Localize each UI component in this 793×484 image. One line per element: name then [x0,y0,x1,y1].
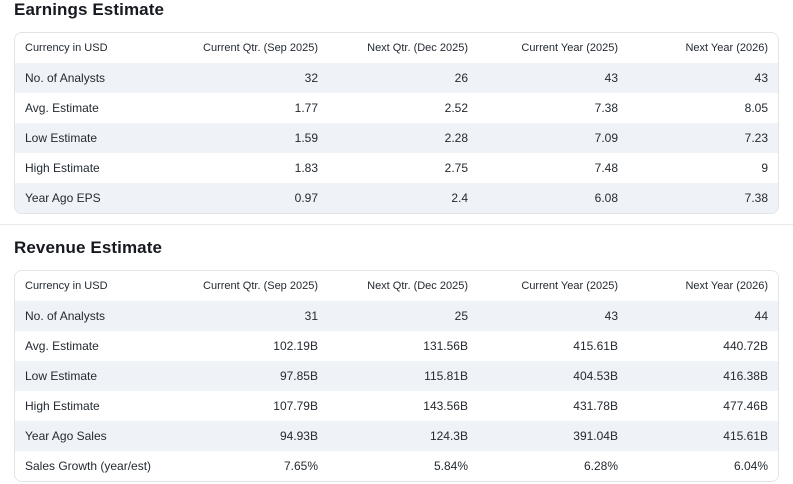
table-row: Low Estimate 1.59 2.28 7.09 7.23 [15,123,778,153]
revenue-estimate-title: Revenue Estimate [14,238,163,257]
cell-value: 43 [604,71,618,85]
cell-value: 1.59 [294,131,318,145]
table-row: Low Estimate 97.85B 115.81B 404.53B 416.… [15,361,778,391]
cell-value: 431.78B [573,399,618,413]
cell-value: 2.52 [444,101,468,115]
row-label: Low Estimate [25,131,98,145]
cell-value: 102.19B [273,339,318,353]
table-header-row: Currency in USD Current Qtr. (Sep 2025) … [15,271,778,301]
column-header-next-qtr: Next Qtr. (Dec 2025) [328,271,478,301]
table-row: Sales Growth (year/est) 7.65% 5.84% 6.28… [15,451,778,481]
cell-value: 440.72B [723,339,768,353]
cell-value: 6.04% [733,459,768,473]
cell-value: 143.56B [423,399,468,413]
row-label: No. of Analysts [25,71,106,85]
column-header-next-qtr: Next Qtr. (Dec 2025) [328,33,478,63]
table-row: High Estimate 1.83 2.75 7.48 9 [15,153,778,183]
cell-value: 416.38B [723,369,768,383]
column-header-next-year: Next Year (2026) [628,271,778,301]
cell-value: 32 [304,71,318,85]
table-row: Avg. Estimate 102.19B 131.56B 415.61B 44… [15,331,778,361]
table-header-row: Currency in USD Current Qtr. (Sep 2025) … [15,33,778,63]
table-row: Year Ago EPS 0.97 2.4 6.08 7.38 [15,183,778,213]
cell-value: 6.28% [583,459,618,473]
earnings-estimate-section: Earnings Estimate Currency in USD Curren… [14,1,779,214]
row-label: Avg. Estimate [25,339,99,353]
cell-value: 44 [754,309,768,323]
cell-value: 8.05 [744,101,768,115]
cell-value: 7.23 [744,131,768,145]
row-label: Avg. Estimate [25,101,99,115]
column-header-current-qtr: Current Qtr. (Sep 2025) [178,33,328,63]
table-row: Year Ago Sales 94.93B 124.3B 391.04B 415… [15,421,778,451]
cell-value: 7.38 [594,101,618,115]
column-header-next-year: Next Year (2026) [628,33,778,63]
cell-value: 7.38 [744,191,768,205]
cell-value: 115.81B [424,369,468,383]
cell-value: 7.48 [594,161,618,175]
column-header-currency: Currency in USD [15,271,178,301]
table-row: No. of Analysts 31 25 43 44 [15,301,778,331]
column-header-current-year: Current Year (2025) [478,33,628,63]
cell-value: 2.75 [444,161,468,175]
cell-value: 7.09 [594,131,618,145]
cell-value: 404.53B [573,369,618,383]
earnings-estimate-title: Earnings Estimate [14,0,165,19]
revenue-estimate-table: Currency in USD Current Qtr. (Sep 2025) … [14,270,779,482]
row-label: High Estimate [25,399,100,413]
revenue-estimate-section: Revenue Estimate Currency in USD Current… [14,239,779,482]
row-label: No. of Analysts [25,309,106,323]
cell-value: 1.83 [294,161,318,175]
cell-value: 26 [454,71,468,85]
cell-value: 9 [761,161,768,175]
section-divider [0,224,793,225]
table-row: High Estimate 107.79B 143.56B 431.78B 47… [15,391,778,421]
cell-value: 477.46B [723,399,768,413]
cell-value: 1.77 [294,101,318,115]
cell-value: 2.28 [444,131,468,145]
cell-value: 391.04B [573,429,618,443]
cell-value: 415.61B [573,339,618,353]
column-header-current-year: Current Year (2025) [478,271,628,301]
cell-value: 43 [754,71,768,85]
row-label: Year Ago Sales [25,429,107,443]
column-header-current-qtr: Current Qtr. (Sep 2025) [178,271,328,301]
cell-value: 43 [604,309,618,323]
cell-value: 25 [454,309,468,323]
cell-value: 124.3B [429,429,468,443]
row-label: High Estimate [25,161,100,175]
cell-value: 107.79B [273,399,318,413]
cell-value: 6.08 [594,191,618,205]
table-row: Avg. Estimate 1.77 2.52 7.38 8.05 [15,93,778,123]
cell-value: 5.84% [433,459,468,473]
cell-value: 7.65% [283,459,318,473]
table-row: No. of Analysts 32 26 43 43 [15,63,778,93]
cell-value: 94.93B [279,429,318,443]
cell-value: 0.97 [294,191,318,205]
cell-value: 131.56B [423,339,468,353]
row-label: Sales Growth (year/est) [25,459,152,473]
row-label: Low Estimate [25,369,98,383]
cell-value: 31 [304,309,318,323]
cell-value: 415.61B [723,429,768,443]
column-header-currency: Currency in USD [15,33,178,63]
cell-value: 2.4 [451,191,468,205]
cell-value: 97.85B [279,369,318,383]
row-label: Year Ago EPS [25,191,101,205]
earnings-estimate-table: Currency in USD Current Qtr. (Sep 2025) … [14,32,779,214]
